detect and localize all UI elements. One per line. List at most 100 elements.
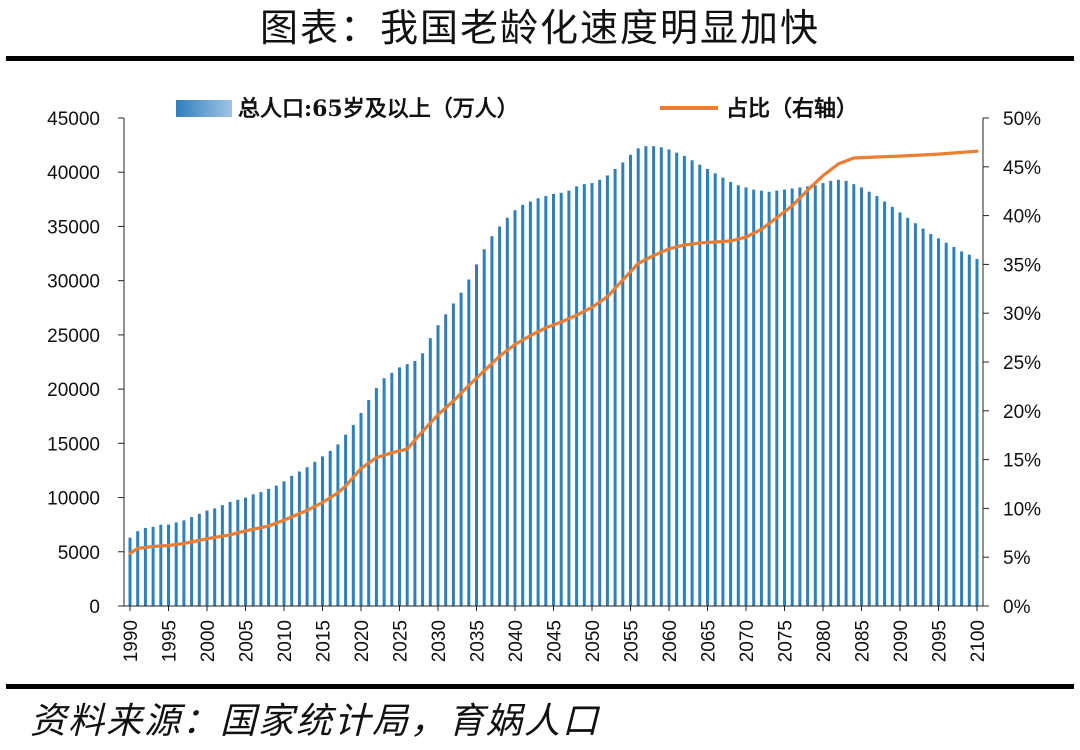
bar-2072 [759,190,763,606]
bar-2039 [505,217,509,606]
bar-2029 [428,338,432,606]
right-tick-label: 0% [1003,597,1031,618]
bar-2046 [559,192,563,606]
bar-2045 [552,193,555,606]
bar-2077 [798,187,802,606]
bar-2095 [937,238,940,606]
x-tick-label: 2060 [660,620,681,662]
bar-2005 [244,497,247,606]
bar-2099 [967,254,971,606]
bar-2011 [290,475,294,606]
bar-2063 [690,160,694,607]
x-tick-label: 2100 [968,620,989,662]
x-tick-label: 2030 [429,620,450,662]
bar-2028 [421,353,425,606]
bottom-rule [6,684,1074,689]
bar-2056 [636,148,640,607]
bar-2000 [205,510,209,606]
left-tick-label: 25000 [47,326,100,347]
right-tick-label: 30% [1003,304,1041,325]
bar-2041 [521,204,525,606]
x-tick-label: 2045 [545,620,566,662]
legend-bar-swatch [176,100,232,117]
bar-2097 [952,247,956,607]
left-tick-label: 45000 [47,109,100,130]
right-tick-label: 25% [1003,353,1041,374]
bar-2001 [213,508,217,606]
x-tick-label: 1990 [121,620,142,662]
bar-2074 [775,190,779,606]
x-tick-label: 2095 [930,620,951,662]
bar-2052 [605,175,609,607]
bar-2043 [536,198,540,606]
bar-2062 [682,155,686,606]
bar-2014 [313,461,317,606]
chart-title: 图表：我国老龄化速度明显加快 [259,6,820,50]
bar-1997 [182,520,186,606]
bar-2015 [321,456,324,606]
bar-2022 [374,388,378,606]
x-tick-label: 2005 [237,620,258,662]
bar-2060 [667,149,671,606]
bar-2034 [467,279,471,606]
bar-2026 [405,364,409,606]
bar-2094 [929,234,933,607]
bar-2017 [336,444,340,606]
bar-2053 [613,168,617,606]
bar-2002 [220,505,224,606]
bar-2009 [274,485,278,606]
bar-2081 [829,180,833,606]
bar-2059 [659,147,663,606]
bar-2038 [498,226,502,606]
left-tick-label: 10000 [47,489,100,510]
bar-2083 [844,180,848,606]
bar-2066 [713,173,717,606]
source-note: 资料来源：国家统计局，育娲人口 [30,701,601,742]
bar-2050 [590,183,594,606]
bar-2042 [528,201,532,606]
bar-2093 [921,228,925,607]
bar-2078 [806,186,810,606]
bar-2025 [398,367,401,606]
legend-line-label: 占比（右轴） [726,96,858,122]
bar-2068 [729,181,733,607]
bar-2055 [629,154,632,606]
bar-2019 [351,424,355,606]
bar-2021 [367,399,371,606]
bar-2070 [744,187,748,606]
bar-2020 [359,412,363,606]
left-tick-label: 30000 [47,272,100,293]
bar-2067 [721,177,725,606]
bar-2058 [652,146,656,606]
bar-2088 [883,201,887,606]
bar-2096 [944,242,948,606]
bar-2061 [675,152,679,606]
left-tick-label: 20000 [47,380,100,401]
bar-2082 [836,179,840,606]
bar-2008 [267,488,271,606]
bar-2004 [236,499,240,606]
bar-2012 [297,471,301,606]
bar-2010 [282,481,286,606]
bar-2018 [344,434,348,606]
x-tick-label: 2025 [391,620,412,662]
bar-2035 [475,264,478,606]
x-tick-label: 2040 [506,620,527,662]
bar-1991 [136,531,140,606]
x-tick-label: 2075 [776,620,797,662]
bar-2092 [913,223,917,606]
bar-2003 [228,501,232,606]
left-tick-label: 35000 [47,217,100,238]
bar-2032 [451,303,455,606]
x-tick-label: 2035 [468,620,489,662]
bar-2086 [867,191,871,607]
right-tick-label: 50% [1003,109,1041,130]
bar-2007 [259,492,263,606]
left-tick-label: 0 [89,597,100,618]
bar-1994 [159,524,163,606]
bar-1999 [197,513,201,606]
right-tick-label: 20% [1003,402,1041,423]
bar-2080 [821,183,825,606]
top-rule [6,56,1074,61]
